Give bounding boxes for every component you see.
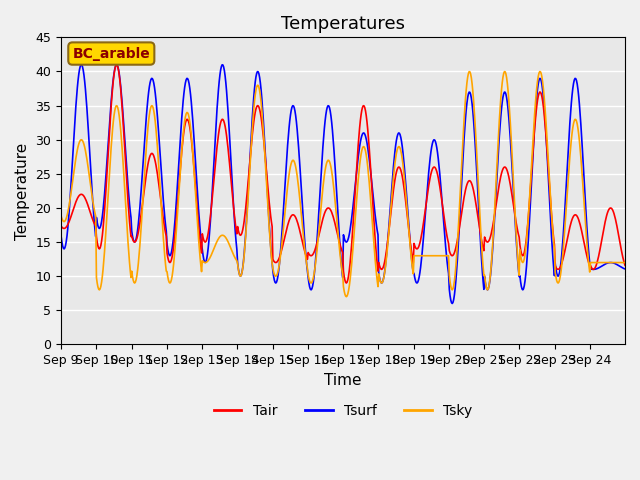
Legend: Tair, Tsurf, Tsky: Tair, Tsurf, Tsky [208,398,478,423]
Tsky [536,69,543,74]
Tair [58,223,65,229]
Tsky [227,246,235,252]
Tair [277,250,285,255]
Tsurf [58,234,65,240]
Tsky [124,229,131,235]
Tair [403,207,410,213]
Tsurf [621,266,629,272]
Tsky [402,192,410,198]
Tsurf [124,184,132,190]
Tair [342,280,350,286]
Tsurf [449,300,456,306]
Tair [124,199,132,205]
Tsky [434,253,442,259]
Tsurf [256,74,264,80]
Tsky [276,255,284,261]
Y-axis label: Temperature: Temperature [15,142,30,240]
Line: Tsurf: Tsurf [61,65,625,303]
Tair [435,175,442,181]
Tsky [342,294,350,300]
Tair [113,62,120,68]
Title: Temperatures: Temperatures [281,15,405,33]
Tsurf [402,184,410,190]
Tair [256,107,264,112]
Tsurf [113,62,120,68]
Line: Tair: Tair [61,65,625,283]
Tsurf [434,150,442,156]
Tair [621,263,629,268]
Tsurf [277,243,285,249]
Tsky [621,260,629,265]
Tsurf [228,172,236,178]
Tsky [58,213,65,219]
X-axis label: Time: Time [324,373,362,388]
Tair [228,185,236,191]
Text: BC_arable: BC_arable [72,47,150,60]
Line: Tsky: Tsky [61,72,625,297]
Tsky [255,84,263,90]
